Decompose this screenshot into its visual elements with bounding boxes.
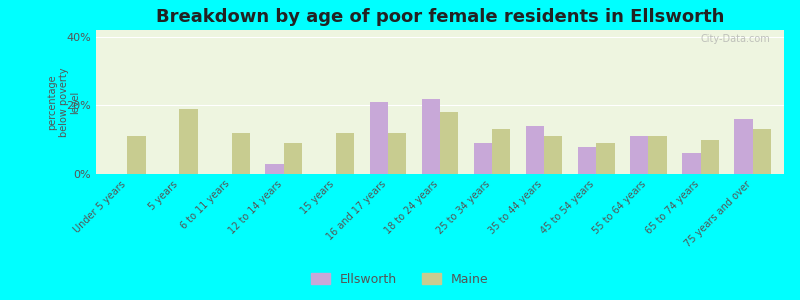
Bar	[682, 153, 701, 174]
Bar	[578, 147, 596, 174]
Bar	[440, 112, 458, 174]
Bar	[701, 140, 719, 174]
Bar	[231, 133, 250, 174]
Bar	[492, 129, 510, 174]
Bar	[734, 119, 753, 174]
Bar	[179, 109, 198, 174]
Bar	[753, 129, 771, 174]
Bar	[127, 136, 146, 174]
Bar	[284, 143, 302, 174]
Bar	[422, 99, 440, 174]
Bar	[544, 136, 562, 174]
Legend: Ellsworth, Maine: Ellsworth, Maine	[306, 268, 494, 291]
Bar	[630, 136, 649, 174]
Bar	[266, 164, 284, 174]
Bar	[336, 133, 354, 174]
Bar	[649, 136, 666, 174]
Bar	[474, 143, 492, 174]
Text: City-Data.com: City-Data.com	[701, 34, 770, 44]
Y-axis label: percentage
below poverty
level: percentage below poverty level	[47, 67, 80, 137]
Title: Breakdown by age of poor female residents in Ellsworth: Breakdown by age of poor female resident…	[156, 8, 724, 26]
Bar	[526, 126, 544, 174]
Bar	[596, 143, 614, 174]
Bar	[388, 133, 406, 174]
Bar	[370, 102, 388, 174]
